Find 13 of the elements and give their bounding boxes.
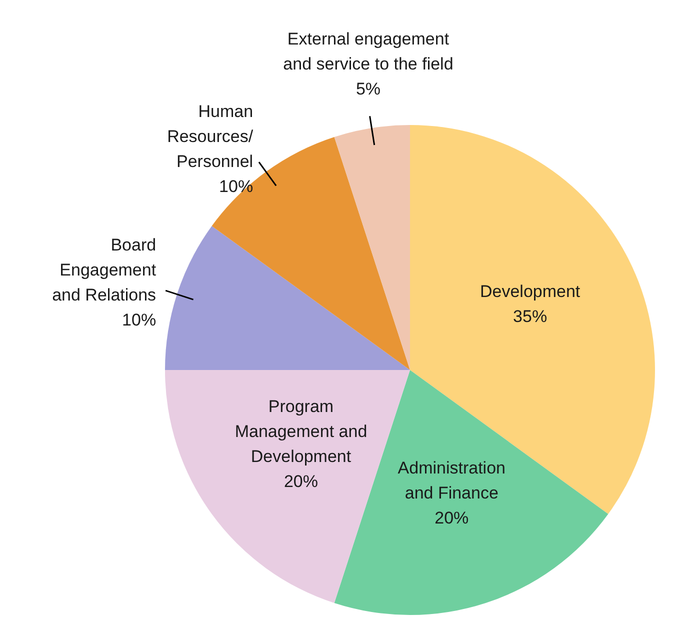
pie-slice — [334, 125, 410, 370]
pie-slice — [165, 226, 410, 370]
data-label: 20% — [434, 508, 469, 528]
slice-label: Board Engagement and Relations — [52, 235, 156, 304]
data-label: 5% — [356, 79, 381, 98]
slice-label: Administration and Finance — [398, 458, 506, 503]
slice-label: Development — [480, 282, 580, 301]
slice-label: External engagement and service to the field — [283, 29, 454, 74]
slice-label: Program Management and Development — [234, 397, 368, 466]
data-label: 10% — [122, 310, 156, 330]
data-label: 35% — [513, 306, 548, 326]
data-label: 20% — [284, 472, 318, 492]
slice-label: Human Resources/ Personnel — [167, 102, 254, 171]
